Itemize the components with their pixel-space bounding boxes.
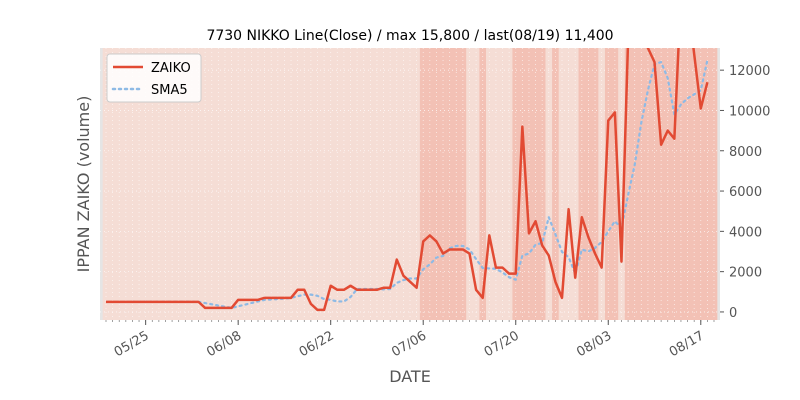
y-tick-label: 2000	[729, 266, 762, 281]
y-axis-label: IPPAN ZAIKO (volume)	[74, 96, 93, 273]
shaded-band	[624, 48, 718, 320]
chart-title: 7730 NIKKO Line(Close) / max 15,800 / la…	[206, 28, 613, 44]
y-tick-label: 4000	[729, 225, 762, 240]
y-tick-label: 8000	[729, 145, 762, 160]
y-tick-label: 0	[729, 306, 737, 321]
y-tick-label: 6000	[729, 185, 762, 200]
series	[106, 48, 709, 312]
shaded-band	[604, 48, 619, 320]
legend-sma5-label: SMA5	[151, 83, 188, 98]
y-tick-label: 12000	[729, 64, 770, 79]
legend: ZAIKO SMA5	[106, 53, 202, 103]
legend-zaiko-label: ZAIKO	[151, 61, 191, 76]
x-axis-label: DATE	[389, 367, 431, 386]
y-axis-ticks: 0 2000 4000 6000 8000 10000 12000	[720, 64, 770, 321]
y-tick-label: 10000	[729, 104, 770, 119]
zaiko-line	[106, 48, 709, 312]
gridlines	[100, 48, 720, 320]
shaded-band	[419, 48, 447, 320]
